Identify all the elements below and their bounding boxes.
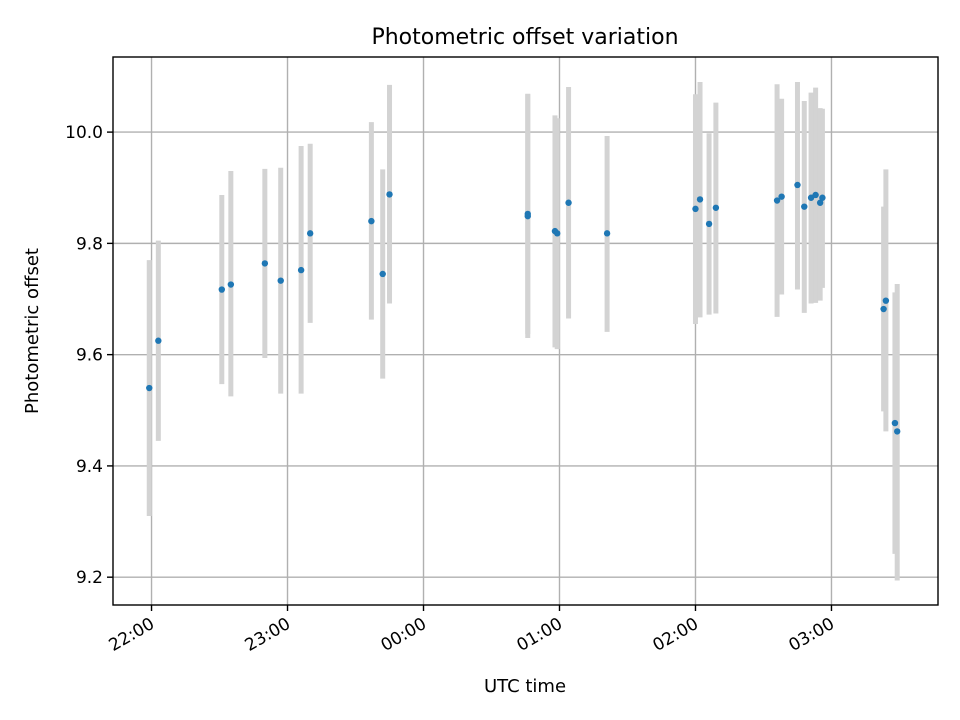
data-point (218, 286, 225, 293)
x-tick-label: 01:00 (514, 614, 566, 656)
data-point (712, 204, 720, 211)
data-point (891, 419, 899, 427)
data-point (880, 305, 887, 313)
data-point (386, 191, 393, 198)
y-tick-label: 9.2 (76, 568, 103, 588)
y-tick-label: 9.8 (76, 234, 103, 254)
data-point (778, 193, 785, 200)
x-tick-label: 00:00 (378, 614, 430, 656)
x-tick-label: 23:00 (242, 614, 294, 656)
data-point (819, 194, 826, 201)
y-tick-label: 9.6 (76, 346, 103, 366)
data-point (816, 199, 824, 206)
y-tick-label: 9.4 (76, 457, 103, 477)
data-point (277, 277, 284, 284)
x-tick-label: 03:00 (786, 614, 838, 656)
data-points (146, 181, 901, 435)
data-point (801, 203, 808, 210)
data-point (261, 260, 269, 267)
data-point (882, 297, 890, 304)
data-point (297, 266, 305, 274)
data-point (773, 197, 781, 204)
data-point (603, 230, 611, 237)
data-point (696, 196, 704, 203)
data-point (692, 205, 699, 213)
data-point (554, 230, 561, 237)
grid-lines (113, 57, 938, 605)
x-tick-label: 22:00 (106, 614, 158, 656)
data-point (379, 270, 386, 278)
data-point (794, 181, 801, 189)
data-point (705, 220, 713, 228)
x-tick-label: 02:00 (650, 614, 702, 656)
data-point (524, 212, 531, 220)
data-point (306, 230, 314, 237)
data-point (368, 217, 375, 225)
y-axis-label: Photometric offset (22, 248, 43, 414)
data-point (812, 191, 819, 199)
plot-frame (112, 56, 939, 606)
y-axis-ticks: 9.2 9.4 9.6 9.8 10.0 (65, 123, 113, 588)
data-point (565, 199, 572, 206)
data-point (155, 337, 162, 344)
data-point (227, 281, 235, 288)
chart-title: Photometric offset variation (371, 25, 678, 50)
x-axis-label: UTC time (484, 676, 566, 697)
x-axis-ticks: 22:00 23:00 00:00 01:00 02:00 03:00 (106, 605, 838, 656)
error-bars (146, 82, 900, 581)
data-point (146, 384, 153, 392)
y-tick-label: 10.0 (65, 123, 103, 143)
data-point (894, 428, 901, 435)
